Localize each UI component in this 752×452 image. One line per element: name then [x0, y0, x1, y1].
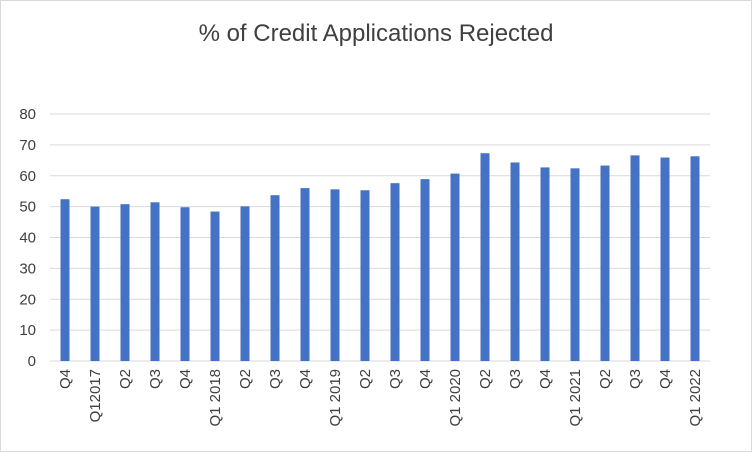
- x-tick-label: Q1 2020: [447, 369, 464, 427]
- x-tick-label: Q4: [417, 369, 434, 389]
- y-tick-label: 30: [19, 260, 36, 277]
- x-tick-label: Q2: [357, 369, 374, 389]
- bar: [240, 206, 250, 361]
- bar: [180, 207, 190, 361]
- bar: [630, 155, 640, 361]
- x-tick-label: Q2: [597, 369, 614, 389]
- y-axis: 0 10 20 30 40 50 60 70 80: [19, 106, 36, 370]
- x-tick-label: Q1 2022: [687, 369, 704, 427]
- x-tick-label: Q4: [57, 369, 74, 389]
- y-tick-label: 0: [28, 353, 36, 370]
- x-tick-label: Q4: [297, 369, 314, 389]
- bar: [510, 162, 520, 361]
- x-tick-label: Q4: [177, 369, 194, 389]
- bar: [330, 189, 340, 361]
- bar: [300, 188, 310, 361]
- bar: [90, 206, 100, 361]
- bar: [450, 173, 460, 361]
- bar: [270, 195, 280, 361]
- x-tick-label: Q2: [117, 369, 134, 389]
- bar: [60, 199, 70, 361]
- y-tick-label: 20: [19, 291, 36, 308]
- x-tick-label: Q1 2018: [207, 369, 224, 427]
- y-tick-label: 10: [19, 322, 36, 339]
- bar: [480, 153, 490, 361]
- x-tick-label: Q1 2019: [327, 369, 344, 427]
- x-tick-label: Q3: [507, 369, 524, 389]
- bar: [360, 190, 370, 361]
- y-tick-label: 50: [19, 199, 36, 216]
- bars: [60, 153, 700, 361]
- x-tick-label: Q2: [477, 369, 494, 389]
- x-tick-label: Q4: [537, 369, 554, 389]
- bar: [120, 204, 130, 361]
- x-tick-label: Q12017: [87, 369, 104, 422]
- y-tick-label: 60: [19, 168, 36, 185]
- chart-title: % of Credit Applications Rejected: [198, 20, 554, 47]
- y-tick-label: 80: [19, 106, 36, 123]
- x-tick-label: Q3: [267, 369, 284, 389]
- x-tick-label: Q3: [147, 369, 164, 389]
- bar: [570, 168, 580, 361]
- x-tick-label: Q3: [627, 369, 644, 389]
- x-tick-label: Q3: [387, 369, 404, 389]
- x-tick-label: Q4: [657, 369, 674, 389]
- bar: [660, 157, 670, 361]
- bar: [210, 211, 220, 361]
- bar: [600, 165, 610, 361]
- y-tick-label: 70: [19, 137, 36, 154]
- bar: [390, 183, 400, 361]
- x-tick-label: Q2: [237, 369, 254, 389]
- bar: [540, 167, 550, 361]
- bar: [690, 156, 700, 361]
- bar: [150, 202, 160, 361]
- gridlines: [50, 113, 710, 362]
- y-tick-label: 40: [19, 230, 36, 247]
- x-axis: Q4 Q12017 Q2 Q3 Q4 Q1 2018 Q2 Q3 Q4 Q1 2019 Q2 Q3 Q4…: [57, 369, 704, 427]
- x-tick-label: Q1 2021: [567, 369, 584, 427]
- bar: [420, 179, 430, 361]
